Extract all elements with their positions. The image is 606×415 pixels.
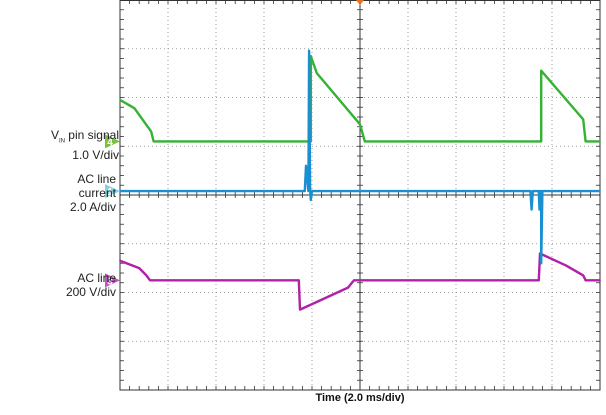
trace-point-ch1	[309, 199, 312, 201]
trace-point-ch3	[138, 267, 141, 269]
trace-point-ch4	[152, 140, 155, 143]
marker-arrow-4	[105, 134, 120, 149]
ch1-line2: current	[78, 186, 116, 200]
ch1-label: AC line current 2.0 A/div	[2, 172, 116, 214]
trace-point-ch3	[584, 279, 587, 282]
trace-point-ch1	[308, 49, 310, 52]
trace-point-ch4	[363, 140, 366, 143]
ch3-scale: 200 V/div	[65, 285, 116, 299]
trace-point-ch4	[540, 140, 543, 143]
trace-point-ch4	[359, 123, 361, 126]
trace-point-ch1	[309, 189, 311, 192]
trace-ch1	[120, 49, 600, 265]
channel-marker-3: 3	[105, 273, 120, 288]
trace-point-ch1	[303, 190, 306, 193]
ch3-line1: AC line	[77, 271, 116, 285]
ch1-line1: AC line	[77, 172, 116, 186]
trace-point-ch1	[538, 208, 541, 211]
trace-point-ch3	[119, 259, 121, 262]
marker-arrow-1	[105, 184, 120, 199]
trace-point-ch3	[145, 274, 148, 277]
trace-point-ch3	[347, 286, 349, 289]
channel-marker-1: 1	[105, 184, 120, 199]
trace-point-ch4	[309, 55, 312, 57]
channel-markers: 4 1 3	[105, 0, 364, 288]
trace-point-ch3	[565, 264, 568, 267]
trace-point-ch1	[541, 190, 544, 193]
channel-marker-4: 4	[105, 134, 120, 149]
trace-point-ch3	[599, 279, 601, 282]
trace-point-ch3	[537, 279, 540, 282]
marker-label-3: 3	[107, 276, 113, 287]
trace-point-ch4	[150, 130, 153, 133]
trace-point-ch3	[297, 279, 300, 282]
trace-point-ch1	[540, 262, 543, 265]
trace-point-ch1	[305, 164, 307, 167]
trace-point-ch3	[299, 308, 301, 311]
ch1-scale: 2.0 A/div	[69, 200, 116, 214]
ch4-name-subscript: IN	[58, 138, 65, 145]
trigger-marker	[356, 0, 364, 5]
ch4-label: VIN pin signal 1.0 V/div	[2, 128, 119, 162]
trace-point-ch4	[582, 118, 585, 121]
graticule	[119, 0, 601, 391]
trace-point-ch4	[119, 99, 121, 101]
trace-ch4	[119, 54, 600, 143]
trace-ch3	[119, 252, 600, 311]
trace-point-ch4	[296, 140, 299, 143]
traces	[119, 49, 601, 311]
marker-label-1: 1	[107, 187, 113, 198]
ch4-name-prefix: V	[50, 128, 59, 142]
trace-point-ch1	[531, 190, 534, 193]
trace-point-ch4	[540, 69, 543, 72]
x-axis-label: Time (2.0 ms/div)	[315, 392, 405, 404]
trace-point-ch1	[307, 190, 310, 193]
ch4-name-suffix: pin signal	[64, 128, 119, 142]
marker-label-4: 4	[107, 137, 113, 148]
trace-point-ch3	[582, 274, 585, 277]
trace-point-ch1	[529, 190, 532, 193]
marker-arrow-3	[105, 273, 120, 288]
trace-point-ch3	[353, 279, 355, 282]
trace-point-ch4	[133, 107, 136, 110]
ch3-label: AC line 200 V/div	[2, 271, 116, 299]
ch4-scale: 1.0 V/div	[72, 148, 119, 163]
trace-point-ch1	[530, 208, 533, 211]
trace-point-ch4	[315, 72, 318, 74]
trace-point-ch1	[599, 190, 601, 193]
trace-point-ch3	[149, 279, 151, 282]
trace-point-ch4	[584, 140, 587, 143]
trace-point-ch1	[311, 190, 313, 193]
trace-point-ch4	[599, 140, 601, 143]
